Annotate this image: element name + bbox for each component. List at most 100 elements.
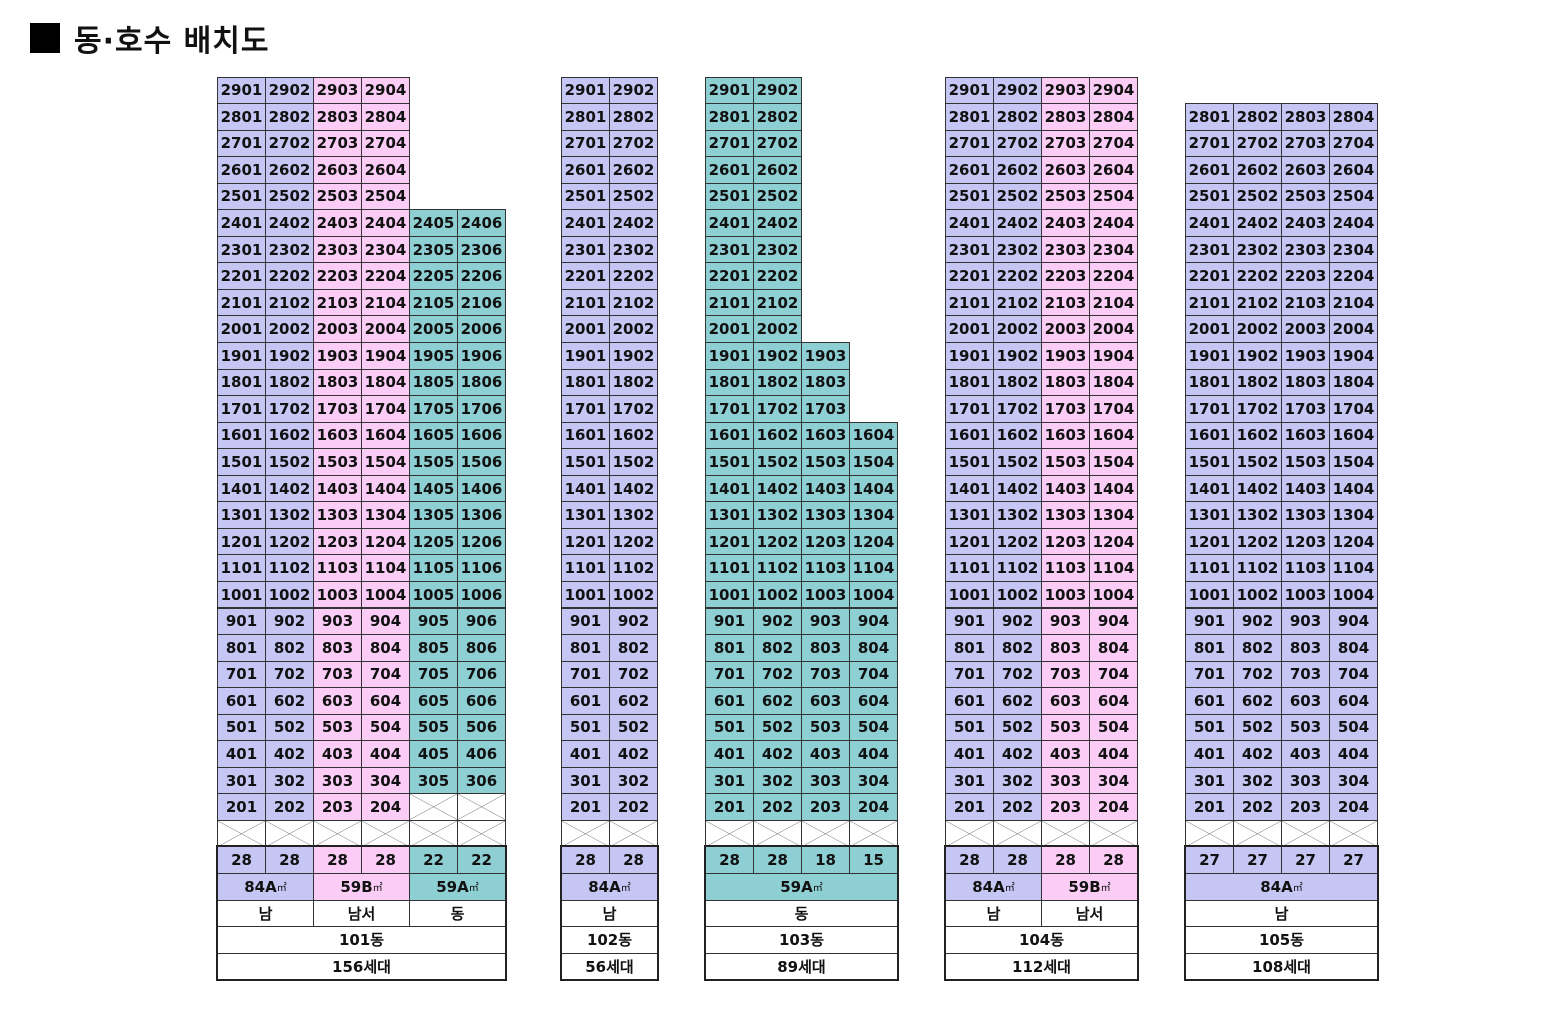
unit-cell: 701 xyxy=(945,660,994,689)
unit-cell: 601 xyxy=(561,687,610,715)
unit-cell: 2104 xyxy=(361,288,410,317)
unit-cell: 2603 xyxy=(1041,156,1090,184)
unit-cell: 1902 xyxy=(609,342,658,370)
unit-cell: 2801 xyxy=(217,103,266,131)
unit-cell: 1801 xyxy=(705,368,754,397)
unit-cell: 2201 xyxy=(1185,262,1234,290)
unit-cell: 1604 xyxy=(1089,421,1138,450)
unit-cell: 301 xyxy=(1185,766,1234,795)
unit-cell: 1203 xyxy=(1041,527,1090,556)
unit-cell: 201 xyxy=(705,793,754,821)
unit-cell: 2904 xyxy=(1089,76,1138,105)
piloti-cell xyxy=(609,819,658,848)
unit-cell: 304 xyxy=(361,766,410,795)
unit-cell: 1102 xyxy=(753,554,802,582)
unit-cell: 1901 xyxy=(705,342,754,370)
unit-cell: 2304 xyxy=(1329,235,1378,264)
unit-cell: 1806 xyxy=(457,368,506,397)
unit-cell: 602 xyxy=(1233,687,1282,715)
unit-cell: 1402 xyxy=(609,474,658,503)
unit-cell: 904 xyxy=(1089,607,1138,636)
unit-cell: 2101 xyxy=(945,288,994,317)
unit-cell: 2504 xyxy=(361,182,410,211)
unit-cell: 303 xyxy=(1281,766,1330,795)
unit-cell: 2201 xyxy=(945,262,994,290)
unit-cell: 503 xyxy=(1281,713,1330,742)
unit-cell: 704 xyxy=(361,660,410,689)
household-total: 112세대 xyxy=(945,952,1138,981)
unit-cell: 1603 xyxy=(313,421,362,450)
unit-cell: 203 xyxy=(1281,793,1330,821)
unit-cell: 1102 xyxy=(609,554,658,582)
unit-cell: 2402 xyxy=(753,209,802,237)
unit-cell: 2904 xyxy=(361,76,410,105)
unit-cell: 1103 xyxy=(801,554,850,582)
unit-cell: 1004 xyxy=(1089,580,1138,609)
unit-cell: 1401 xyxy=(217,474,266,503)
unit-cell: 603 xyxy=(1041,687,1090,715)
piloti-cell xyxy=(945,819,994,848)
unit-cell: 1102 xyxy=(993,554,1042,582)
unit-cell: 1606 xyxy=(457,421,506,450)
unit-cell: 302 xyxy=(1233,766,1282,795)
unit-cell: 1503 xyxy=(313,448,362,476)
unit-cell: 406 xyxy=(457,740,506,768)
unit-cell: 1001 xyxy=(945,580,994,609)
unit-cell: 1602 xyxy=(1233,421,1282,450)
unit-cell: 1102 xyxy=(265,554,314,582)
unit-cell: 2302 xyxy=(1233,235,1282,264)
unit-cell: 1704 xyxy=(1329,395,1378,423)
unit-cell: 1003 xyxy=(1281,580,1330,609)
unit-cell: 605 xyxy=(409,687,458,715)
unit-cell: 602 xyxy=(993,687,1042,715)
unit-cell: 805 xyxy=(409,634,458,662)
unit-cell: 1503 xyxy=(1281,448,1330,476)
unit-cell: 1201 xyxy=(705,527,754,556)
unit-cell: 2704 xyxy=(1329,129,1378,158)
piloti-cell xyxy=(409,819,458,848)
unit-cell: 1301 xyxy=(1185,501,1234,529)
unit-cell: 2003 xyxy=(1041,315,1090,343)
unit-cell: 2003 xyxy=(1281,315,1330,343)
unit-cell: 1403 xyxy=(801,474,850,503)
unit-cell: 2301 xyxy=(561,235,610,264)
unit-cell: 1706 xyxy=(457,395,506,423)
unit-cell: 804 xyxy=(849,634,898,662)
unit-cell: 1002 xyxy=(609,580,658,609)
unit-cell: 1101 xyxy=(945,554,994,582)
unit-count-cell: 28 xyxy=(753,846,802,874)
unit-cell: 904 xyxy=(361,607,410,636)
unit-cell: 1004 xyxy=(1329,580,1378,609)
unit-cell: 2601 xyxy=(705,156,754,184)
unit-type-label: 59B ㎡ xyxy=(313,873,410,901)
unit-cell: 2502 xyxy=(753,182,802,211)
unit-count-cell: 28 xyxy=(705,846,754,874)
unit-cell: 2202 xyxy=(609,262,658,290)
unit-cell: 1604 xyxy=(849,421,898,450)
unit-cell: 1801 xyxy=(945,368,994,397)
unit-cell: 1001 xyxy=(561,580,610,609)
unit-count-cell: 28 xyxy=(361,846,410,874)
unit-cell: 1405 xyxy=(409,474,458,503)
unit-cell: 1902 xyxy=(1233,342,1282,370)
direction-label: 남 xyxy=(561,899,658,928)
unit-cell: 801 xyxy=(705,634,754,662)
unit-cell: 1006 xyxy=(457,580,506,609)
unit-cell: 1502 xyxy=(1233,448,1282,476)
unit-cell: 2902 xyxy=(609,76,658,105)
unit-cell: 1402 xyxy=(1233,474,1282,503)
unit-cell: 1106 xyxy=(457,554,506,582)
unit-cell: 1501 xyxy=(561,448,610,476)
unit-count-cell: 27 xyxy=(1233,846,1282,874)
piloti-cell xyxy=(265,819,314,848)
unit-cell: 1703 xyxy=(313,395,362,423)
unit-cell: 2001 xyxy=(217,315,266,343)
unit-cell: 2101 xyxy=(217,288,266,317)
unit-cell: 1401 xyxy=(945,474,994,503)
unit-cell: 2002 xyxy=(993,315,1042,343)
unit-cell: 2302 xyxy=(993,235,1042,264)
unit-cell: 304 xyxy=(1089,766,1138,795)
unit-cell: 1801 xyxy=(217,368,266,397)
unit-cell: 2501 xyxy=(1185,182,1234,211)
unit-cell: 2702 xyxy=(265,129,314,158)
